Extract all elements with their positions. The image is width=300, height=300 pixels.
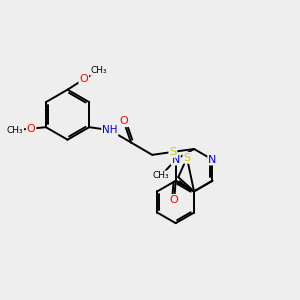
Text: N: N (172, 154, 180, 165)
Text: CH₃: CH₃ (90, 66, 107, 75)
Text: N: N (208, 154, 217, 165)
Text: CH₃: CH₃ (153, 171, 169, 180)
Text: O: O (119, 116, 128, 126)
Text: S: S (183, 153, 190, 163)
Text: CH₃: CH₃ (7, 126, 23, 135)
Text: S: S (169, 147, 176, 157)
Text: O: O (80, 74, 88, 84)
Text: O: O (27, 124, 35, 134)
Text: NH: NH (102, 125, 118, 135)
Text: O: O (170, 195, 178, 205)
